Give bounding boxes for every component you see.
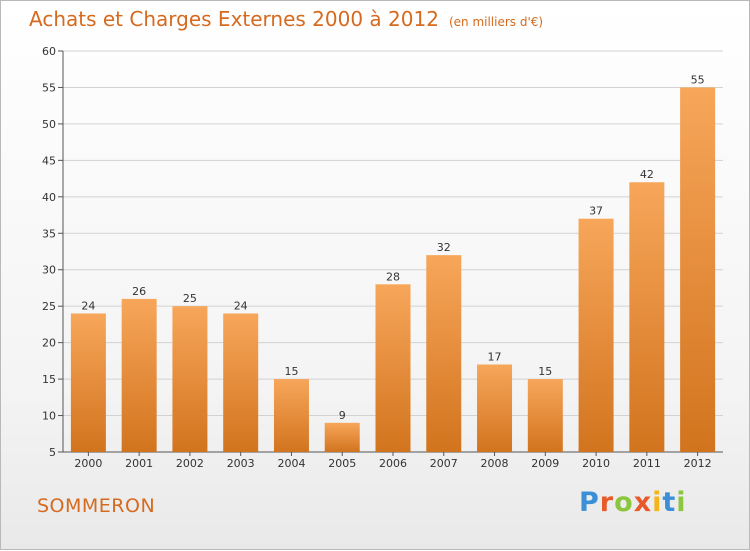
logo-letter: P — [579, 487, 600, 518]
chart-unit-note: (en milliers d'€) — [448, 15, 544, 29]
x-tick-label-2011: 2011 — [633, 457, 661, 470]
data-label-2001: 26 — [132, 285, 146, 298]
y-tick-label: 30 — [42, 264, 56, 277]
y-tick-label: 40 — [42, 191, 56, 204]
commune-name: SOMMERON — [37, 495, 156, 517]
bar-2011 — [629, 182, 665, 452]
x-tick-label-2001: 2001 — [125, 457, 153, 470]
data-label-2009: 15 — [538, 365, 552, 378]
proxiti-logo: Proxiti — [579, 487, 687, 518]
bar-2005 — [324, 422, 360, 452]
x-tick-label-2010: 2010 — [582, 457, 610, 470]
y-tick-label: 5 — [49, 446, 56, 459]
data-label-2000: 24 — [81, 299, 95, 312]
chart-title-text: Achats et Charges Externes 2000 à 2012 — [29, 7, 439, 31]
data-label-2008: 17 — [488, 351, 502, 364]
x-tick-label-2007: 2007 — [430, 457, 458, 470]
bar-2000 — [70, 313, 106, 452]
x-tick-label-2005: 2005 — [328, 457, 356, 470]
x-tick-label-2000: 2000 — [74, 457, 102, 470]
logo-letter: r — [599, 487, 615, 518]
y-tick-label: 45 — [42, 154, 56, 167]
data-label-2012: 55 — [691, 73, 705, 86]
data-label-2007: 32 — [437, 241, 451, 254]
y-tick-label: 60 — [42, 45, 56, 58]
x-tick-label-2006: 2006 — [379, 457, 407, 470]
x-tick-label-2004: 2004 — [277, 457, 305, 470]
x-tick-label-2002: 2002 — [176, 457, 204, 470]
x-tick-label-2009: 2009 — [531, 457, 559, 470]
data-label-2003: 24 — [234, 299, 248, 312]
x-tick-label-2003: 2003 — [227, 457, 255, 470]
data-label-2004: 15 — [284, 365, 298, 378]
chart-title: Achats et Charges Externes 2000 à 2012 (e… — [29, 7, 543, 31]
bar-2003 — [223, 313, 259, 452]
y-tick-label: 20 — [42, 337, 56, 350]
logo-letter: x — [633, 487, 653, 518]
bar-2004 — [273, 379, 309, 452]
y-tick-label: 55 — [42, 81, 56, 94]
bar-2001 — [121, 298, 157, 452]
x-tick-label-2008: 2008 — [481, 457, 509, 470]
data-label-2005: 9 — [339, 409, 346, 422]
bar-2006 — [375, 284, 411, 452]
x-tick-label-2012: 2012 — [684, 457, 712, 470]
bar-2007 — [426, 255, 462, 452]
bar-2012 — [680, 87, 716, 453]
logo-letter: t — [662, 487, 677, 518]
y-tick-label: 35 — [42, 227, 56, 240]
data-label-2002: 25 — [183, 292, 197, 305]
bar-2010 — [578, 218, 614, 452]
bar-2008 — [477, 364, 513, 452]
bar-2002 — [172, 306, 208, 452]
data-label-2011: 42 — [640, 168, 654, 181]
y-tick-label: 50 — [42, 118, 56, 131]
logo-letter: o — [614, 487, 634, 518]
y-tick-label: 25 — [42, 300, 56, 313]
logo-letter: i — [652, 487, 663, 518]
logo-letter: i — [676, 487, 687, 518]
data-label-2010: 37 — [589, 205, 603, 218]
data-label-2006: 28 — [386, 270, 400, 283]
y-tick-label: 15 — [42, 373, 56, 386]
y-tick-label: 10 — [42, 410, 56, 423]
bar-2009 — [527, 379, 563, 452]
